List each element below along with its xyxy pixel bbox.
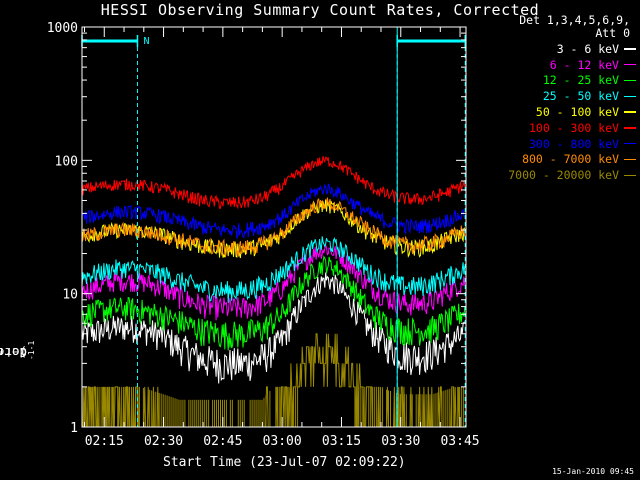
legend-label: 50 - 100 keV bbox=[535, 105, 619, 120]
legend-entry: 12 - 25 keV bbox=[480, 73, 636, 89]
series-7000to20000keV bbox=[81, 333, 465, 428]
x-tick-label: 03:00 bbox=[263, 434, 302, 449]
legend-entry: 100 - 300 keV bbox=[480, 120, 636, 136]
timestamp-footer: 15-Jan-2010 09:45 bbox=[552, 467, 634, 476]
legend-swatch bbox=[624, 79, 636, 82]
legend-entry: 6 - 12 keV bbox=[480, 57, 636, 73]
legend-swatch bbox=[624, 63, 636, 66]
series-line bbox=[81, 243, 466, 321]
legend-entry: 7000 - 20000 keV bbox=[480, 167, 636, 183]
y-tick-label: 100 bbox=[55, 154, 78, 169]
legend-header-line-2: Att 0 bbox=[595, 26, 630, 40]
series-line bbox=[81, 255, 466, 351]
legend-entry: 50 - 100 keV bbox=[480, 104, 636, 120]
legend-swatch bbox=[624, 127, 636, 129]
legend-label: 25 - 50 keV bbox=[542, 89, 619, 104]
x-tick-label: 03:15 bbox=[322, 434, 361, 449]
plot-frame bbox=[81, 26, 467, 428]
series-50to100keV bbox=[81, 199, 466, 259]
legend-swatch bbox=[624, 111, 636, 113]
x-tick-label: 02:15 bbox=[85, 434, 124, 449]
series-800to7000keV bbox=[81, 197, 466, 258]
chart-title: HESSI Observing Summary Count Rates, Cor… bbox=[100, 1, 540, 19]
series-12to25keV bbox=[81, 255, 466, 351]
y-tick-label: 1000 bbox=[47, 21, 78, 36]
night-marker-label: N bbox=[143, 36, 149, 47]
legend-header-line-1: Det 1,3,4,5,6,9, bbox=[519, 13, 630, 27]
x-axis-label: Start Time (23-Jul-07 02:09:22) bbox=[163, 455, 406, 470]
series-line bbox=[81, 183, 466, 240]
y-tick-label: 1 bbox=[70, 421, 78, 436]
axis-layer: 1 10 100 1000 02:15 02:30 02:45 03:00 03:15 03:30… bbox=[47, 21, 480, 449]
series-300to800keV bbox=[81, 183, 466, 240]
legend-header: Det 1,3,4,5,6,9, Att 0 bbox=[484, 14, 630, 40]
x-tick-label: 02:30 bbox=[144, 434, 183, 449]
legend-label: 300 - 800 keV bbox=[528, 136, 619, 151]
legend-label: 100 - 300 keV bbox=[528, 120, 619, 135]
series-layer bbox=[81, 155, 466, 428]
y-tick-label: 10 bbox=[62, 288, 78, 303]
legend-swatch bbox=[624, 95, 636, 98]
series-25to50keV bbox=[81, 236, 466, 303]
series-3to6keV bbox=[81, 272, 466, 384]
legend-swatch bbox=[624, 158, 636, 161]
legend-swatch bbox=[624, 142, 636, 145]
legend-label: 12 - 25 keV bbox=[542, 73, 619, 88]
legend-swatch bbox=[624, 174, 636, 177]
legend-label: 800 - 7000 keV bbox=[522, 152, 619, 167]
x-tick-label: 02:45 bbox=[203, 434, 242, 449]
legend: 3 - 6 keV 6 - 12 keV 12 - 25 keV 25 - 50 ke… bbox=[480, 41, 636, 183]
series-6to12keV bbox=[81, 243, 466, 321]
legend-label: 6 - 12 keV bbox=[549, 57, 619, 72]
legend-label: 3 - 6 keV bbox=[556, 41, 619, 56]
legend-entry: 300 - 800 keV bbox=[480, 136, 636, 152]
legend-swatch bbox=[624, 48, 636, 50]
series-line bbox=[81, 272, 466, 384]
series-line bbox=[81, 236, 466, 303]
series-line bbox=[81, 197, 466, 258]
legend-label: 7000 - 20000 keV bbox=[508, 168, 619, 183]
legend-entry: 800 - 7000 keV bbox=[480, 152, 636, 168]
x-tick-label: 03:30 bbox=[381, 434, 420, 449]
legend-entry: 3 - 6 keV bbox=[480, 41, 636, 57]
x-tick-label: 03:45 bbox=[440, 434, 479, 449]
series-100to300keV bbox=[81, 155, 466, 210]
series-line bbox=[81, 199, 466, 259]
series-line bbox=[81, 155, 466, 210]
legend-entry: 25 - 50 keV bbox=[480, 88, 636, 104]
